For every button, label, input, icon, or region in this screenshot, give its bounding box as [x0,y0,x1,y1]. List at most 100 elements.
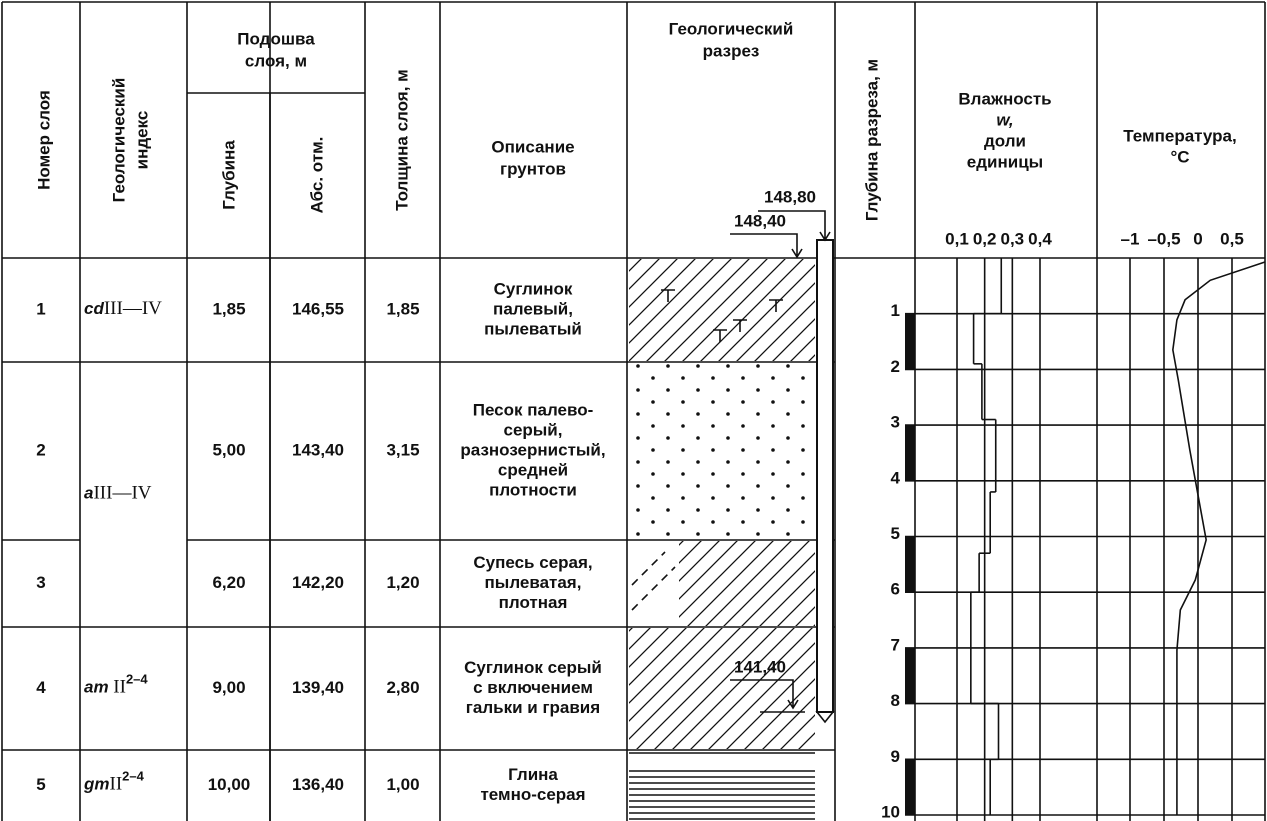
moisture-tick-label: 0,2 [973,229,997,248]
description-line: Песок палево- [473,400,594,419]
mark-label: 148,40 [734,211,786,230]
description-line: серый, [504,420,563,439]
description-line: пылеватая, [485,573,582,592]
description-line: палевый, [493,299,573,318]
mark-label: 148,80 [764,187,816,206]
temperature-tick-label: –1 [1121,229,1140,248]
header-text: Геологический [109,78,128,203]
base-abs-mark: 143,40 [292,440,344,459]
moisture-tick-label: 0,1 [945,229,969,248]
depth-label: 3 [891,413,900,432]
index-sup: 2–4 [122,769,144,784]
header-text: Влажность [958,89,1051,108]
header-text: слоя, м [245,51,307,70]
t-mark [661,289,675,302]
header-text: Номер слоя [34,90,53,190]
index-numeral: II [113,677,126,698]
t-mark [713,329,727,342]
dash [631,566,676,611]
section-fill [629,363,815,539]
t-mark [769,299,783,312]
index-sup: 2–4 [126,672,148,687]
depth-block [905,647,915,704]
base-abs-mark: 142,20 [292,573,344,592]
thickness: 1,20 [386,573,419,592]
header-text: индекс [132,111,151,170]
header-text: Описание [491,137,574,156]
borehole [816,239,834,713]
header-text: грунтов [500,159,566,178]
description-line: плотности [489,480,577,499]
description-line: Суглинок [494,279,573,298]
depth-label: 4 [891,468,901,487]
t-mark [733,319,747,332]
depth-label: 1 [891,301,900,320]
geo-index: cdIII—IV [84,298,162,319]
base-abs-mark: 136,40 [292,775,344,794]
section-fill [629,259,815,361]
description-line: Супесь серая, [473,553,592,572]
base-abs-mark: 146,55 [292,299,344,318]
section-fill [629,628,815,749]
layer-number: 1 [36,299,45,318]
thickness: 1,00 [386,775,419,794]
depth-label: 6 [891,580,900,599]
borehole-end [815,711,835,724]
depth-label: 5 [891,524,900,543]
geo-index: am II2–4 [84,672,148,698]
layer-number: 2 [36,440,45,459]
header-text: доли [984,131,1026,150]
header-text: разрез [703,41,760,60]
layer-number: 3 [36,573,45,592]
thickness: 2,80 [386,678,419,697]
base-abs-mark: 139,40 [292,678,344,697]
base-depth: 6,20 [212,573,245,592]
base-depth: 9,00 [212,678,245,697]
header-text: Глубина разреза, м [862,59,881,221]
dash [631,551,666,586]
mark-arrow [758,210,831,242]
depth-block [905,536,915,593]
moisture-tick-label: 0,3 [1001,229,1025,248]
thickness: 3,15 [386,440,419,459]
header-text: Геологический [669,19,794,38]
description-line: темно-серая [480,785,585,804]
description-line: гальки и гравия [466,698,600,717]
header-text: w, [996,110,1013,129]
index-prefix: a [84,484,93,503]
depth-label: 8 [891,691,900,710]
header-text: °C [1170,147,1189,166]
index-numeral: III—IV [104,298,162,319]
depth-label: 7 [891,635,900,654]
depth-block [905,425,915,481]
depth-block [905,759,915,815]
header-text: единицы [967,152,1043,171]
thickness: 1,85 [386,299,419,318]
header-text: Толщина слоя, м [392,69,411,210]
geo-index: gmII2–4 [83,769,145,795]
description-line: средней [498,460,568,479]
layer-number: 5 [36,775,45,794]
index-prefix: cd [84,299,104,318]
description-line: Суглинок серый [464,658,602,677]
base-depth: 5,00 [212,440,245,459]
description-line: плотная [499,593,568,612]
depth-label: 2 [891,357,900,376]
depth-label: 10 [881,802,900,821]
mask [629,541,679,626]
header-text: Подошва [237,29,315,48]
base-depth: 10,00 [208,775,251,794]
index-numeral: III—IV [93,483,151,504]
geo-index: aIII—IV [84,483,152,504]
section-fill-bg [629,756,815,768]
mark-arrow [730,679,805,713]
description-line: Глина [508,765,558,784]
mark-label: 141,40 [734,657,786,676]
description-line: с включением [473,678,593,697]
header-text: Глубина [219,140,238,210]
header-text: Температура, [1123,126,1236,145]
temperature-tick-label: 0,5 [1220,229,1244,248]
index-prefix: gm [83,775,110,794]
description-line: пылеватый [484,319,582,338]
